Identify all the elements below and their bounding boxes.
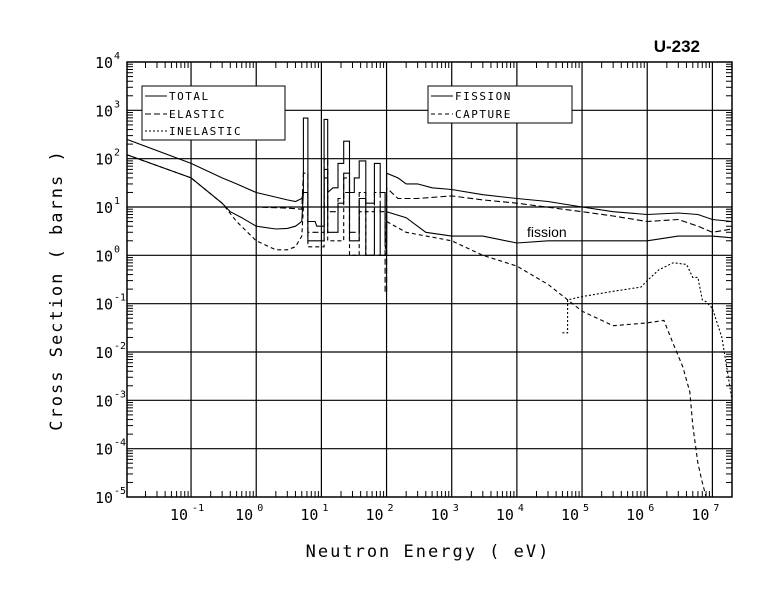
x-tick-exponent: 2 — [388, 503, 394, 514]
y-axis-label: Cross Section ( barns ) — [47, 149, 67, 430]
x-tick-exponent: 3 — [453, 503, 459, 514]
chart-title: U-232 — [654, 37, 700, 56]
x-axis-label: Neutron Energy ( eV) — [306, 542, 551, 562]
x-tick-label: 10 — [365, 506, 383, 524]
y-tick-label: 10 — [95, 441, 113, 459]
x-tick-label: 10 — [691, 506, 709, 524]
y-tick-exponent: -4 — [114, 438, 126, 449]
y-tick-exponent: -1 — [114, 293, 126, 304]
x-tick-label: 10 — [626, 506, 644, 524]
x-tick-exponent: 0 — [257, 503, 263, 514]
y-tick-label: 10 — [95, 344, 113, 362]
axis-ticks: 10 -1 10 0 10 1 10 2 10 3 10 4 10 5 10 6 10 710 410 310 210 1… — [95, 51, 733, 524]
x-tick-exponent: 7 — [713, 503, 719, 514]
plot-frame — [126, 61, 733, 498]
legend-label-fission: FISSION — [455, 90, 512, 103]
legend-right: FISSION CAPTURE — [427, 85, 573, 124]
x-tick-label: 10 — [235, 506, 253, 524]
x-tick-exponent: 4 — [518, 503, 524, 514]
y-tick-label: 10 — [95, 199, 113, 217]
fission-annotation: fission — [527, 224, 567, 240]
x-tick-label: 10 — [561, 506, 579, 524]
series-fission — [126, 154, 733, 256]
series-group — [126, 117, 733, 498]
y-tick-label: 10 — [95, 102, 113, 120]
legend-label-elastic: ELASTIC — [169, 108, 226, 121]
y-tick-exponent: 0 — [114, 244, 120, 255]
y-tick-exponent: 3 — [114, 99, 120, 110]
y-tick-exponent: 1 — [114, 196, 120, 207]
y-tick-label: 10 — [95, 296, 113, 314]
y-tick-exponent: 2 — [114, 148, 120, 159]
x-tick-exponent: 5 — [583, 503, 589, 514]
y-tick-label: 10 — [95, 247, 113, 265]
x-tick-label: 10 — [431, 506, 449, 524]
y-tick-label: 10 — [95, 489, 113, 507]
y-tick-label: 10 — [95, 392, 113, 410]
y-tick-label: 10 — [95, 54, 113, 72]
x-tick-exponent: 1 — [322, 503, 328, 514]
y-tick-exponent: -3 — [114, 389, 126, 400]
x-tick-label: 10 — [170, 506, 188, 524]
y-tick-label: 10 — [95, 151, 113, 169]
legend-label-capture: CAPTURE — [455, 108, 512, 121]
series-capture — [126, 154, 707, 498]
y-tick-exponent: 4 — [114, 51, 120, 62]
legend-label-inelastic: INELASTIC — [169, 125, 242, 138]
x-tick-label: 10 — [496, 506, 514, 524]
legend-left: TOTAL ELASTIC INELASTIC — [141, 85, 286, 141]
series-inelastic — [562, 262, 733, 401]
y-tick-exponent: -5 — [114, 486, 126, 497]
series-elastic — [127, 158, 733, 294]
x-tick-label: 10 — [300, 506, 318, 524]
legend-label-total: TOTAL — [169, 90, 210, 103]
x-tick-exponent: 6 — [648, 503, 654, 514]
y-tick-exponent: -2 — [114, 341, 126, 352]
x-tick-exponent: -1 — [192, 503, 204, 514]
